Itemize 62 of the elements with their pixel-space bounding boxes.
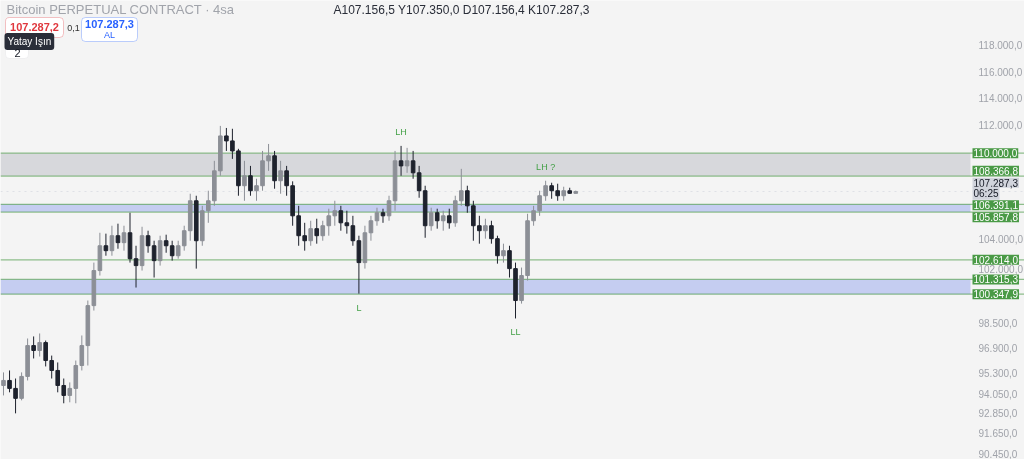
y-tick-label: 98.500,0 bbox=[978, 317, 1018, 329]
candlestick bbox=[452, 195, 458, 228]
candlestick bbox=[37, 332, 42, 358]
annotation: LL bbox=[510, 327, 521, 338]
annotation: Yatay Işın bbox=[7, 36, 52, 47]
candlestick bbox=[308, 220, 314, 247]
annotation: 0,1 bbox=[67, 22, 80, 33]
chart-title: Bitcoin PERPETUAL CONTRACT · 4sa bbox=[6, 2, 235, 17]
annotation: 2 bbox=[14, 46, 21, 59]
ref-line-label: 100.347,9 bbox=[973, 289, 1019, 301]
candlestick bbox=[181, 225, 187, 252]
y-tick-label: 90.450,0 bbox=[978, 448, 1018, 459]
candlestick bbox=[109, 225, 115, 257]
y-tick-label: 94.050,0 bbox=[978, 388, 1018, 400]
candlestick bbox=[446, 208, 452, 230]
candlestick bbox=[278, 160, 283, 195]
candlestick bbox=[344, 210, 350, 235]
candlestick bbox=[501, 243, 506, 264]
annotation: 06:25 bbox=[973, 187, 999, 199]
candlestick bbox=[314, 218, 320, 245]
y-tick-label: 104.000,0 bbox=[978, 234, 1024, 246]
candlestick bbox=[483, 218, 488, 240]
ref-line-label: 105.857,8 bbox=[973, 212, 1019, 224]
y-tick-label: 92.850,0 bbox=[978, 408, 1018, 420]
candlestick bbox=[356, 235, 362, 295]
candlestick bbox=[248, 165, 253, 197]
candlestick bbox=[440, 210, 446, 232]
ref-line-label: 101.315,3 bbox=[973, 274, 1019, 286]
candlestick bbox=[434, 208, 440, 230]
ref-line-label: 108.366,8 bbox=[973, 165, 1019, 177]
candlestick bbox=[350, 215, 356, 247]
y-tick-label: 116.000,0 bbox=[978, 66, 1023, 78]
y-tick-label: 96.900,0 bbox=[978, 342, 1018, 354]
candlestick bbox=[121, 225, 127, 252]
ref-line-label: 106.391,1 bbox=[973, 200, 1019, 212]
annotation: AL bbox=[104, 30, 116, 40]
annotation: 107.287,3 bbox=[85, 17, 134, 30]
annotation: LH ? bbox=[536, 161, 556, 172]
chart-subtitle: A107.156,5 Y107.350,0 D107.156,4 K107.287,3 bbox=[333, 2, 590, 17]
y-tick-label: 91.650,0 bbox=[978, 428, 1018, 440]
candlestick bbox=[398, 145, 404, 177]
candlestick bbox=[1, 371, 6, 396]
annotation: 107.287,2 bbox=[10, 20, 59, 33]
y-tick-label: 112.000,0 bbox=[978, 120, 1023, 132]
candlestick bbox=[242, 160, 247, 202]
candlestick bbox=[458, 168, 464, 207]
y-tick-label: 95.300,0 bbox=[978, 368, 1018, 380]
candlestick bbox=[157, 235, 163, 267]
candlestick bbox=[404, 147, 410, 174]
ref-line-label: 110.000,0 bbox=[973, 148, 1018, 160]
ref-line-label: 107.287,3 bbox=[973, 177, 1019, 189]
annotation: L bbox=[356, 302, 362, 313]
ref-line-label: 102.614,0 bbox=[973, 254, 1019, 266]
annotation: LH bbox=[395, 126, 407, 137]
candlestick bbox=[103, 233, 109, 257]
y-tick-label: 114.000,0 bbox=[978, 93, 1023, 105]
candlestick bbox=[428, 207, 434, 232]
candlestick bbox=[133, 245, 139, 289]
candlestick bbox=[338, 205, 344, 232]
y-tick-label: 118.000,0 bbox=[978, 40, 1023, 52]
candlestick bbox=[31, 335, 36, 359]
y-tick-label: 102.000,0 bbox=[978, 264, 1024, 276]
